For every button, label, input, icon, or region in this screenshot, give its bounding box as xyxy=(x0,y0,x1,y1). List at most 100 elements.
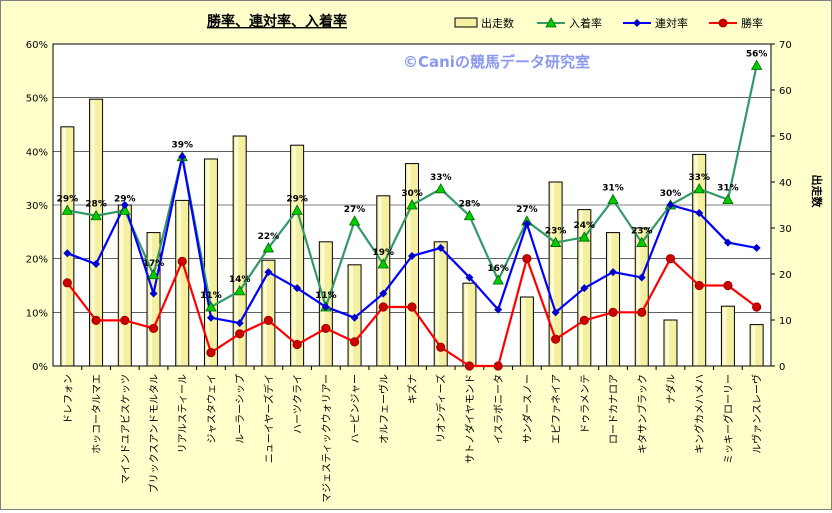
marker-入着率-リオンディーズ xyxy=(435,183,447,194)
marker-連対率-ロードカナロア xyxy=(609,268,618,277)
x-tick-label: リアルスティール xyxy=(178,374,189,453)
bar-highlight xyxy=(235,137,239,365)
legend-swatch-連対率 xyxy=(633,19,641,27)
bar-オルフェーヴル xyxy=(376,195,391,367)
x-tick-label: ニューイヤーズデイ xyxy=(262,374,275,463)
bar-サトノダイヤモンド xyxy=(462,282,477,367)
marker-入着率-ニューイヤーズデイ xyxy=(262,242,275,253)
x-tick-label: キタサンブラック xyxy=(636,374,649,454)
bar-highlight xyxy=(292,146,296,365)
bar-highlight xyxy=(551,183,555,365)
data-label-入着率: 19% xyxy=(373,248,395,258)
marker-連対率-サンダースノー xyxy=(522,219,531,228)
data-label-入着率: 22% xyxy=(258,232,280,242)
marker-勝率-ドゥラメンテ xyxy=(579,315,589,325)
marker-勝率-ミッキーグローリー xyxy=(723,280,733,291)
marker-連対率-イスラボニータ xyxy=(494,305,503,314)
marker-勝率-イスラボニータ xyxy=(493,361,503,371)
right-tick-label: 40 xyxy=(779,178,792,189)
marker-入着率-ミッキーグローリー xyxy=(722,193,734,205)
marker-勝率-キングカメハメハ xyxy=(694,280,704,291)
bar-highlight xyxy=(637,229,641,365)
bar-リアルスティール xyxy=(175,199,190,367)
legend-label-入着率: 入着率 xyxy=(569,16,602,30)
marker-入着率-ルヴァンスレーヴ xyxy=(750,59,763,70)
marker-連対率-ニューイヤーズデイ xyxy=(264,268,273,277)
right-tick-label: 30 xyxy=(779,224,792,235)
marker-勝率-オルフェーヴル xyxy=(378,302,388,312)
marker-連対率-ドゥラメンテ xyxy=(580,284,589,293)
marker-勝率-サトノダイヤモンド xyxy=(464,361,475,371)
left-tick-label: 30% xyxy=(26,201,48,212)
x-tick-label: マインドユアビスケッツ xyxy=(120,374,132,484)
data-label-入着率: 31% xyxy=(717,184,739,194)
marker-勝率-ジャスタウェイ xyxy=(206,347,216,358)
bar-ナダル xyxy=(663,319,678,367)
legend-item-勝率: 勝率 xyxy=(709,16,763,30)
bar-highlight xyxy=(665,321,669,365)
left-tick-label: 40% xyxy=(26,147,48,158)
axes: 0% 10% 20% 30% 40% 50% 60% 0 10 20 30 40 50 60 70 ドレフォン… xyxy=(26,40,792,503)
left-tick-label: 10% xyxy=(26,308,48,319)
marker-勝率-ルヴァンスレーヴ xyxy=(752,302,762,312)
marker-勝率-ニューイヤーズデイ xyxy=(263,315,273,325)
bar-highlight xyxy=(350,265,354,365)
bar-highlight xyxy=(608,233,612,365)
x-tick-label: キズナ xyxy=(406,374,419,404)
x-tick-label: ドゥラメンテ xyxy=(579,374,591,434)
bar-highlight xyxy=(149,233,153,365)
data-label-入着率: 29% xyxy=(57,194,79,204)
x-tick-label: サトノダイヤモンド xyxy=(463,374,476,464)
marker-連対率-ナダル xyxy=(666,201,675,209)
bar-highlight xyxy=(464,284,468,365)
bar-highlight xyxy=(206,160,210,365)
marker-連対率-ジャスタウェイ xyxy=(206,313,215,322)
marker-入着率-マインドユアビスケッツ xyxy=(119,204,131,215)
marker-連対率-ホッコータルマエ xyxy=(92,260,101,269)
bar-ドレフォン xyxy=(60,126,75,367)
x-tick-label: リオンディーズ xyxy=(435,374,448,443)
marker-勝率-リオンディーズ xyxy=(436,342,446,352)
bar-series xyxy=(60,98,764,367)
marker-入着率-ハービンジャー xyxy=(348,215,361,226)
x-tick-label: オルフェーヴル xyxy=(377,374,390,444)
legend-label-連対率: 連対率 xyxy=(655,16,688,30)
marker-入着率-ドレフォン xyxy=(61,204,74,215)
marker-連対率-マインドユアビスケッツ xyxy=(120,201,129,209)
data-label-入着率: 27% xyxy=(516,205,538,215)
bar-サンダースノー xyxy=(519,296,534,367)
marker-勝率-ホッコータルマエ xyxy=(91,315,101,325)
marker-勝率-マジェスティックウォリアー xyxy=(321,323,331,334)
marker-勝率-リアルスティール xyxy=(177,256,187,266)
marker-連対率-キタサンブラック xyxy=(637,273,646,282)
data-label-入着率: 39% xyxy=(171,141,193,151)
right-tick-label: 0 xyxy=(779,362,785,373)
x-tick-label: ロードカナロア xyxy=(608,374,620,444)
marker-連対率-リオンディーズ xyxy=(436,243,445,252)
data-label-入着率: 14% xyxy=(229,275,251,285)
marker-入着率-イスラボニータ xyxy=(492,274,504,285)
marker-入着率-ジャスタウェイ xyxy=(205,301,217,312)
data-label-入着率: 17% xyxy=(143,259,165,269)
marker-連対率-オルフェーヴル xyxy=(379,289,388,298)
right-axis-label: 出走数 xyxy=(810,175,824,209)
x-tick-label: ハーツクライ xyxy=(292,374,304,434)
marker-連対率-ミッキーグローリー xyxy=(723,238,732,247)
bar-highlight xyxy=(436,242,440,365)
marker-連対率-キズナ xyxy=(408,251,416,260)
x-tick-label: サンダースノー xyxy=(521,374,534,444)
marker-勝率-エピファネイア xyxy=(550,334,561,344)
marker-入着率-エピファネイア xyxy=(549,236,562,247)
bar-マインドユアビスケッツ xyxy=(117,204,132,367)
legend-label-勝率: 勝率 xyxy=(741,16,763,30)
marker-連対率-ルヴァンスレーヴ xyxy=(752,243,761,252)
watermark-text: ©Caniの競馬データ研究室 xyxy=(403,53,590,71)
data-label-入着率: 24% xyxy=(574,221,596,231)
left-tick-label: 50% xyxy=(26,94,48,105)
marker-入着率-ルーラーシップ xyxy=(234,285,246,296)
bar-highlight xyxy=(723,307,727,365)
right-tick-label: 50 xyxy=(779,132,792,143)
line-series xyxy=(61,59,763,371)
x-tick-label: キングカメハメハ xyxy=(693,374,706,454)
data-label-入着率: 30% xyxy=(660,189,682,199)
